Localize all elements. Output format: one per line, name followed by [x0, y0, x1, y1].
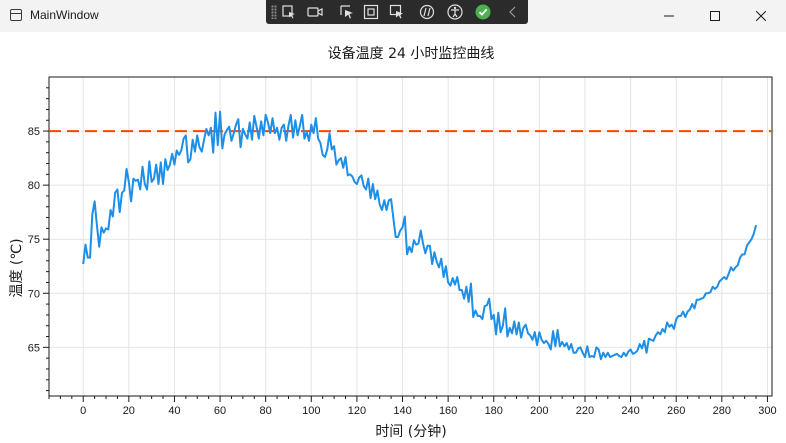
x-tick-label: 0 [80, 405, 86, 417]
minimize-icon [664, 15, 674, 17]
maximize-button[interactable] [692, 0, 738, 32]
maximize-icon [710, 11, 720, 21]
select-element-icon[interactable] [338, 3, 356, 21]
x-tick-label: 80 [260, 405, 272, 417]
x-tick-label: 40 [168, 405, 180, 417]
x-tick-label: 220 [576, 405, 594, 417]
check-icon[interactable] [474, 3, 492, 21]
close-button[interactable] [738, 0, 784, 32]
x-tick-label: 120 [348, 405, 366, 417]
x-tick-label: 60 [214, 405, 226, 417]
app-window-icon [10, 9, 22, 21]
plot-area: 0 20 40 60 80 100 120 140 160 180 200 220 240 260 280 3… [28, 76, 777, 417]
y-axis-label: 温度 (℃) [9, 238, 25, 297]
title-bar[interactable]: MainWindow [0, 0, 786, 32]
x-tick-label: 20 [123, 405, 135, 417]
close-icon [756, 11, 766, 21]
y-tick-label: 65 [28, 342, 40, 354]
collapse-icon[interactable] [504, 3, 522, 21]
temperature-chart: 设备温度 24 小时监控曲线 时间 (分钟) 温度 (℃) 0 20 40 60 80 1… [9, 45, 777, 440]
hot-reload-icon[interactable] [418, 3, 436, 21]
x-tick-label: 300 [758, 405, 776, 417]
x-tick-label: 260 [667, 405, 685, 417]
x-tick-label: 180 [485, 405, 503, 417]
live-visual-tree-icon[interactable] [280, 3, 298, 21]
x-tick-label: 240 [621, 405, 639, 417]
window-title: MainWindow [30, 8, 99, 22]
y-tick-label: 70 [28, 288, 40, 300]
minimize-button[interactable] [646, 0, 692, 32]
record-icon[interactable] [306, 3, 324, 21]
y-tick-label: 85 [28, 126, 40, 138]
toolbar-grip-icon[interactable] [271, 5, 277, 19]
plot-frame [48, 76, 773, 397]
chart-title: 设备温度 24 小时监控曲线 [328, 45, 495, 62]
track-focus-icon[interactable] [388, 3, 406, 21]
x-tick-label: 160 [439, 405, 457, 417]
display-layout-icon[interactable] [362, 3, 380, 21]
series-line [82, 110, 757, 361]
x-tick-label: 280 [713, 405, 731, 417]
y-tick-label: 75 [28, 234, 40, 246]
x-tick-label: 200 [530, 405, 548, 417]
x-tick-label: 100 [302, 405, 320, 417]
x-axis-label: 时间 (分钟) [375, 423, 446, 440]
xaml-debug-toolbar [266, 0, 528, 24]
y-tick-label: 80 [28, 180, 40, 192]
x-tick-label: 140 [393, 405, 411, 417]
accessibility-icon[interactable] [446, 3, 464, 21]
